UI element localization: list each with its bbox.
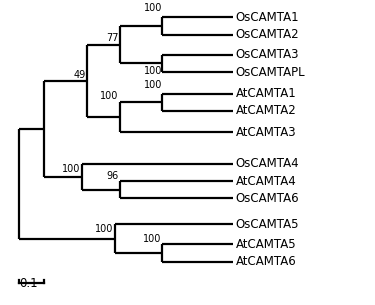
Text: OsCAMTA6: OsCAMTA6 [236,192,300,205]
Text: 49: 49 [73,70,86,80]
Text: 100: 100 [144,3,162,13]
Text: AtCAMTA2: AtCAMTA2 [236,104,297,117]
Text: 100: 100 [95,224,113,234]
Text: AtCAMTA3: AtCAMTA3 [236,126,297,139]
Text: AtCAMTA6: AtCAMTA6 [236,255,297,268]
Text: OsCAMTA5: OsCAMTA5 [236,218,299,231]
Text: OsCAMTAPL: OsCAMTAPL [236,66,306,78]
Text: 0.1: 0.1 [19,278,38,290]
Text: OsCAMTA3: OsCAMTA3 [236,48,299,61]
Text: 96: 96 [106,171,118,181]
Text: 100: 100 [62,164,81,174]
Text: OsCAMTA2: OsCAMTA2 [236,28,300,41]
Text: OsCAMTA1: OsCAMTA1 [236,11,300,24]
Text: AtCAMTA4: AtCAMTA4 [236,175,297,188]
Text: AtCAMTA1: AtCAMTA1 [236,87,297,100]
Text: 77: 77 [106,33,118,42]
Text: 100: 100 [143,235,161,244]
Text: 100: 100 [144,80,162,90]
Text: 100: 100 [100,92,118,102]
Text: OsCAMTA4: OsCAMTA4 [236,157,300,170]
Text: 100: 100 [144,66,162,76]
Text: AtCAMTA5: AtCAMTA5 [236,238,297,251]
